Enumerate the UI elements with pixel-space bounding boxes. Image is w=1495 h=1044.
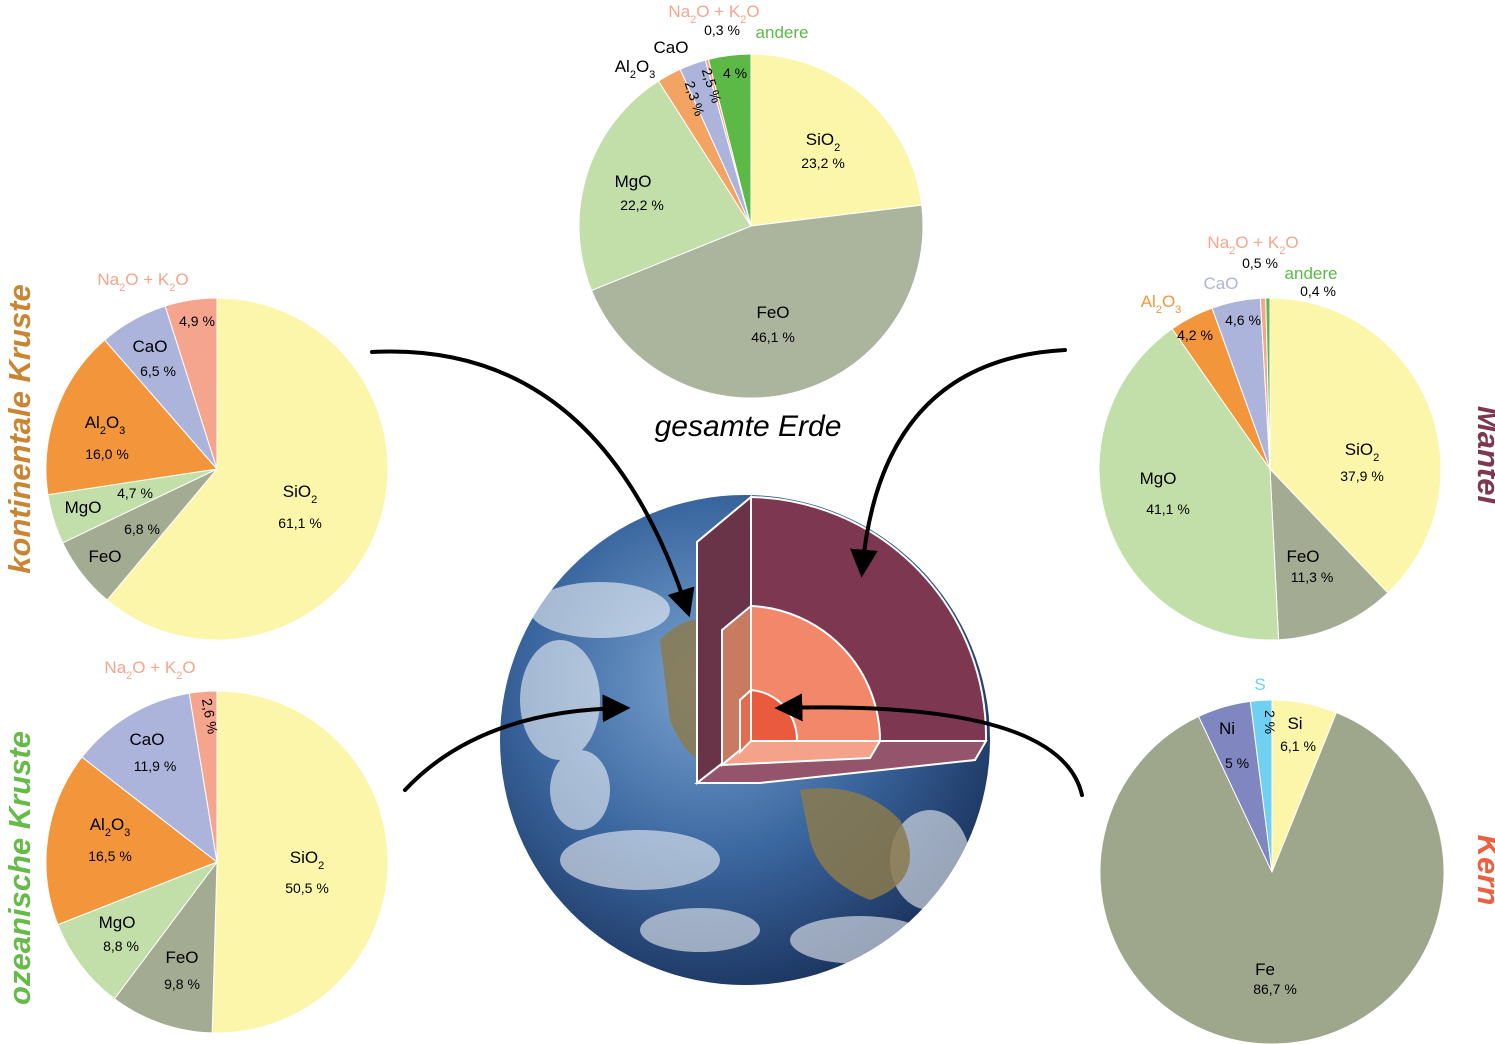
slice-cao bbox=[81, 692, 218, 864]
slice-al2o3 bbox=[45, 339, 218, 496]
slice-s bbox=[1249, 699, 1273, 873]
slice-name-feo: FeO bbox=[88, 547, 121, 566]
slice-value-na2o-k2o: 4,9 % bbox=[179, 313, 215, 329]
slice-value-si: 6,1 % bbox=[1280, 738, 1316, 754]
arrow-ozeanische-kruste bbox=[403, 694, 631, 792]
slice-feo bbox=[1269, 467, 1389, 641]
pie-title-ozeanische-kruste: ozeanische Kruste bbox=[2, 731, 37, 1005]
slice-name-feo: FeO bbox=[756, 303, 789, 322]
slice-name-al2o3: Al2O3 bbox=[1141, 292, 1182, 316]
slice-value-s: 2 % bbox=[1262, 710, 1278, 734]
slice-value-fe: 86,7 % bbox=[1253, 981, 1297, 997]
slice-name-al2o3: Al2O3 bbox=[615, 57, 656, 81]
slice-mgo bbox=[1098, 328, 1280, 641]
slice-value-feo: 9,8 % bbox=[164, 976, 200, 992]
slice-value-cao: 4,6 % bbox=[1225, 312, 1261, 328]
slice-value-na2o-k2o: 2,6 % bbox=[199, 697, 221, 735]
arrows bbox=[370, 348, 1084, 797]
slice-name-mgo: MgO bbox=[99, 913, 136, 932]
slice-value-na2o-k2o: 0,5 % bbox=[1242, 255, 1278, 271]
slice-name-na2o-k2o: Na2O + K2O bbox=[97, 270, 188, 294]
slice-value-sio2: 37,9 % bbox=[1340, 468, 1384, 484]
slice-mgo bbox=[57, 860, 219, 1000]
globe-clouds bbox=[520, 582, 970, 964]
slice-na2o-k2o bbox=[188, 690, 218, 863]
center-title: gesamte Erde bbox=[655, 410, 842, 443]
slice-value-ni: 5 % bbox=[1225, 755, 1249, 771]
slice-name-cao: CaO bbox=[133, 337, 168, 356]
slice-name-na2o-k2o: Na2O + K2O bbox=[1207, 233, 1298, 257]
slice-andere bbox=[707, 53, 752, 227]
slice-name-si: Si bbox=[1287, 714, 1302, 733]
slice-sio2 bbox=[1269, 297, 1442, 594]
slice-value-mgo: 22,2 % bbox=[620, 197, 664, 213]
globe bbox=[500, 494, 990, 985]
arrow-kern bbox=[774, 693, 1084, 797]
slice-value-feo: 6,8 % bbox=[124, 521, 160, 537]
slice-value-feo: 46,1 % bbox=[751, 329, 795, 345]
slice-name-mgo: MgO bbox=[615, 172, 652, 191]
pie-title-kontinentale-kruste: kontinentale Kruste bbox=[2, 284, 37, 573]
slice-name-al2o3: Al2O3 bbox=[85, 413, 126, 437]
slice-value-sio2: 61,1 % bbox=[278, 515, 322, 531]
slice-feo bbox=[113, 860, 218, 1034]
slice-name-s: S bbox=[1254, 675, 1265, 694]
slice-name-andere: andere bbox=[1285, 264, 1338, 283]
slice-value-andere: 4 % bbox=[723, 65, 747, 81]
slice-feo bbox=[590, 204, 924, 399]
slice-na2o-k2o bbox=[164, 297, 218, 470]
slice-value-cao: 11,9 % bbox=[134, 758, 177, 774]
slice-name-andere: andere bbox=[756, 23, 809, 42]
slice-value-al2o3: 16,5 % bbox=[88, 848, 132, 864]
slice-value-sio2: 23,2 % bbox=[801, 155, 845, 171]
slice-sio2 bbox=[750, 53, 923, 227]
slice-value-na2o-k2o: 0,3 % bbox=[704, 22, 740, 38]
slice-mgo bbox=[578, 80, 752, 292]
slice-name-feo: FeO bbox=[165, 948, 198, 967]
inner-core-side bbox=[739, 687, 752, 755]
slice-value-andere: 0,4 % bbox=[1300, 283, 1336, 299]
pie-ozeanische-kruste: SiO2 50,5 % FeO 9,8 % MgO 8,8 % Al2O3 16,5 % CaO… bbox=[2, 658, 389, 1034]
slice-name-al2o3: Al2O3 bbox=[90, 815, 131, 839]
slice-sio2 bbox=[211, 690, 389, 1034]
arrow-kontinentale-kruste bbox=[370, 349, 695, 618]
slice-value-al2o3: 16,0 % bbox=[85, 446, 129, 462]
arrow-mantel bbox=[849, 348, 1067, 578]
slice-name-cao: CaO bbox=[130, 730, 165, 749]
slice-name-sio2: SiO2 bbox=[290, 848, 324, 872]
slice-name-ni: Ni bbox=[1219, 719, 1235, 738]
slice-name-mgo: MgO bbox=[1140, 469, 1177, 488]
slice-value-mgo: 8,8 % bbox=[103, 938, 139, 954]
slice-name-feo: FeO bbox=[1286, 547, 1319, 566]
slice-name-sio2: SiO2 bbox=[283, 482, 317, 506]
slice-sio2 bbox=[106, 297, 389, 641]
slice-value-feo: 11,3 % bbox=[1291, 569, 1334, 585]
slice-name-mgo: MgO bbox=[65, 498, 102, 517]
slice-al2o3 bbox=[45, 756, 218, 926]
slice-andere bbox=[1265, 297, 1271, 470]
pie-title-kern: Kern bbox=[1471, 835, 1495, 906]
slice-value-mgo: 4,7 % bbox=[117, 485, 153, 501]
slice-name-na2o-k2o: Na2O + K2O bbox=[668, 2, 759, 26]
slice-name-cao: CaO bbox=[654, 38, 689, 57]
pie-title-mantel: Mantel bbox=[1471, 406, 1495, 506]
slice-name-sio2: SiO2 bbox=[806, 130, 840, 154]
slice-name-sio2: SiO2 bbox=[1345, 440, 1379, 464]
slice-value-cao: 6,5 % bbox=[140, 363, 176, 379]
slice-name-na2o-k2o: Na2O + K2O bbox=[104, 658, 195, 682]
slice-value-sio2: 50,5 % bbox=[285, 880, 329, 896]
pie-mantel: SiO2 37,9 % FeO 11,3 % MgO 41,1 % Al2O3 4,2 % Ca… bbox=[1098, 233, 1495, 641]
slice-name-fe: Fe bbox=[1255, 960, 1275, 979]
slice-value-mgo: 41,1 % bbox=[1146, 501, 1190, 517]
slice-value-al2o3: 4,2 % bbox=[1177, 327, 1213, 343]
slice-name-cao: CaO bbox=[1204, 274, 1239, 293]
pie-kern: Si 6,1 % Fe 86,7 % Ni 5 % S 2 % Kern bbox=[1099, 675, 1495, 1044]
